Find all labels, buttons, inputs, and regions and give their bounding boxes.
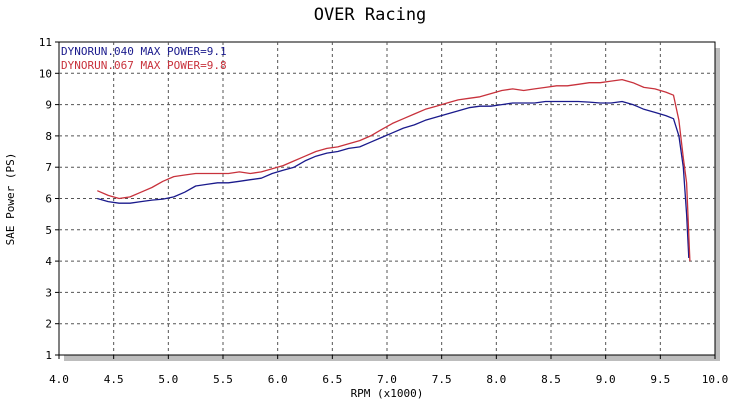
y-axis-label: SAE Power (PS) bbox=[4, 153, 17, 246]
y-tick-label: 3 bbox=[45, 286, 52, 299]
chart-title: OVER Racing bbox=[314, 5, 427, 25]
x-tick-label: 8.0 bbox=[486, 373, 506, 386]
legend-entry-1: DYNORUN.040 MAX POWER=9.1 bbox=[61, 45, 227, 58]
x-tick-label: 6.5 bbox=[322, 373, 342, 386]
x-tick-label: 6.0 bbox=[268, 373, 288, 386]
x-tick-label: 9.5 bbox=[650, 373, 670, 386]
x-tick-label: 5.0 bbox=[158, 373, 178, 386]
y-tick-label: 6 bbox=[45, 193, 52, 206]
y-tick-label: 5 bbox=[45, 224, 52, 237]
x-tick-label: 7.0 bbox=[377, 373, 397, 386]
x-tick-label: 9.0 bbox=[596, 373, 616, 386]
legend-entry-2: DYNORUN.067 MAX POWER=9.8 bbox=[61, 59, 227, 72]
series-line-1 bbox=[97, 100, 690, 259]
x-tick-label: 5.5 bbox=[213, 373, 233, 386]
series-lines bbox=[97, 78, 691, 262]
y-tick-label: 10 bbox=[39, 67, 52, 80]
x-tick-label: 7.5 bbox=[432, 373, 452, 386]
y-tick-label: 8 bbox=[45, 130, 52, 143]
series-line-2 bbox=[97, 78, 691, 262]
x-axis-label: RPM (x1000) bbox=[351, 387, 424, 400]
y-tick-label: 11 bbox=[39, 36, 52, 49]
x-tick-label: 8.5 bbox=[541, 373, 561, 386]
y-tick-label: 9 bbox=[45, 99, 52, 112]
x-tick-label: 10.0 bbox=[702, 373, 729, 386]
y-tick-label: 2 bbox=[45, 318, 52, 331]
y-tick-label: 1 bbox=[45, 349, 52, 362]
y-tick-label: 4 bbox=[45, 255, 52, 268]
x-tick-label: 4.0 bbox=[49, 373, 69, 386]
y-tick-label: 7 bbox=[45, 161, 52, 174]
axis-ticks: 4.0 4.5 5.0 5.5 6.0 6.5 7.0 7.5 8.0 8.5 9.0 9.5 10.0… bbox=[39, 36, 729, 386]
x-tick-label: 4.5 bbox=[104, 373, 124, 386]
